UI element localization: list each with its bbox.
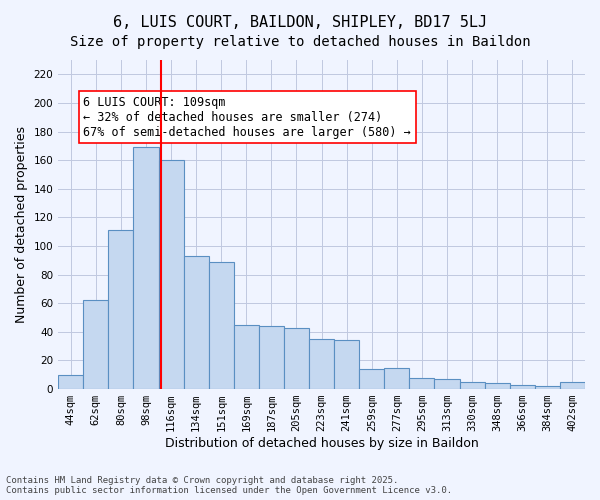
Bar [83, 300, 109, 389]
Text: 6, LUIS COURT, BAILDON, SHIPLEY, BD17 5LJ: 6, LUIS COURT, BAILDON, SHIPLEY, BD17 5L… [113, 15, 487, 30]
Bar [184, 256, 209, 389]
Bar [133, 148, 158, 389]
Bar [58, 375, 83, 389]
Bar [259, 326, 284, 389]
Bar [284, 328, 309, 389]
Bar [209, 262, 234, 389]
Text: Contains HM Land Registry data © Crown copyright and database right 2025.
Contai: Contains HM Land Registry data © Crown c… [6, 476, 452, 495]
Bar [510, 385, 535, 389]
Bar [385, 368, 409, 389]
Text: Size of property relative to detached houses in Baildon: Size of property relative to detached ho… [70, 35, 530, 49]
Bar [109, 230, 133, 389]
Bar [434, 379, 460, 389]
Bar [158, 160, 184, 389]
Bar [309, 339, 334, 389]
Text: 6 LUIS COURT: 109sqm
← 32% of detached houses are smaller (274)
67% of semi-deta: 6 LUIS COURT: 109sqm ← 32% of detached h… [83, 96, 411, 139]
Bar [359, 369, 385, 389]
Y-axis label: Number of detached properties: Number of detached properties [15, 126, 28, 323]
Bar [234, 324, 259, 389]
Bar [535, 386, 560, 389]
Bar [560, 382, 585, 389]
X-axis label: Distribution of detached houses by size in Baildon: Distribution of detached houses by size … [165, 437, 478, 450]
Bar [460, 382, 485, 389]
Bar [485, 384, 510, 389]
Bar [334, 340, 359, 389]
Bar [409, 378, 434, 389]
